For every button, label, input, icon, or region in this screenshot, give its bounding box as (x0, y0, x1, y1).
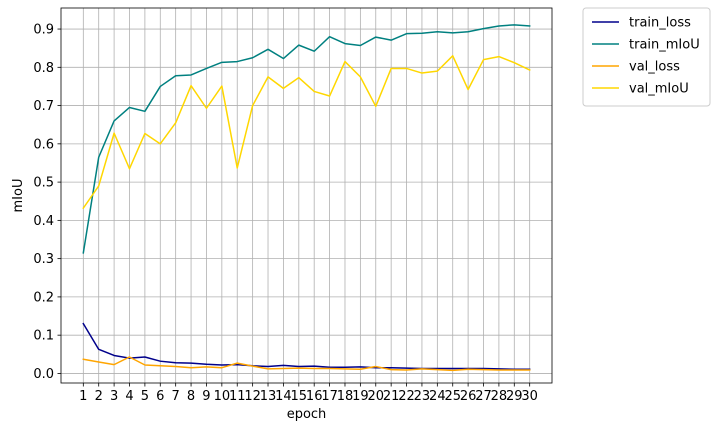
series-line-val-miou (82, 55, 531, 210)
x-tick-label: 8 (187, 389, 195, 404)
x-tick-label: 21 (383, 389, 400, 404)
legend-label: train_loss (629, 16, 691, 31)
y-tick-label: 0.1 (33, 329, 54, 344)
legend-label: val_mIoU (629, 82, 689, 97)
x-tick-label: 23 (414, 389, 431, 404)
x-tick-label: 17 (321, 389, 338, 404)
x-tick-label: 24 (429, 389, 446, 404)
y-tick-label: 0.2 (33, 290, 54, 305)
x-tick-label: 7 (172, 389, 180, 404)
x-tick-label: 15 (291, 389, 308, 404)
x-tick-label: 20 (367, 389, 384, 404)
x-axis-label: epoch (287, 407, 327, 422)
y-axis-ticks: 0.0 0.1 0.2 0.3 0.4 0.5 0.6 0.7 0.8 0.9 (33, 23, 61, 382)
y-tick-label: 0.0 (33, 367, 54, 382)
y-tick-label: 0.9 (33, 23, 54, 38)
y-tick-label: 0.3 (33, 252, 54, 267)
series-lines (82, 24, 531, 372)
grid-lines (61, 8, 552, 383)
x-tick-label: 22 (398, 389, 415, 404)
y-tick-label: 0.4 (33, 214, 54, 229)
legend-box (582, 7, 711, 107)
x-tick-label: 6 (156, 389, 164, 404)
series-line-train-miou (82, 24, 531, 254)
x-tick-label: 14 (275, 389, 292, 404)
y-tick-label: 0.5 (33, 176, 54, 191)
x-tick-label: 26 (460, 389, 477, 404)
x-tick-label: 12 (244, 389, 261, 404)
x-tick-label: 11 (229, 389, 246, 404)
y-axis-label: mIoU (11, 179, 26, 213)
x-tick-label: 28 (491, 389, 508, 404)
x-tick-label: 3 (110, 389, 118, 404)
x-tick-label: 25 (444, 389, 461, 404)
x-tick-label: 18 (337, 389, 354, 404)
y-tick-label: 0.8 (33, 61, 54, 76)
x-tick-label: 2 (95, 389, 103, 404)
plot-frame (60, 7, 553, 384)
x-tick-label: 9 (202, 389, 210, 404)
legend: train_loss train_mIoU val_loss val_mIoU (582, 7, 711, 107)
x-tick-label: 1 (79, 389, 87, 404)
y-tick-label: 0.6 (33, 137, 54, 152)
series-line-val-loss (82, 356, 531, 372)
x-tick-label: 19 (352, 389, 369, 404)
legend-label: val_loss (629, 60, 680, 75)
x-tick-label: 16 (306, 389, 323, 404)
series-line-train-loss (82, 322, 531, 370)
x-tick-label: 13 (260, 389, 277, 404)
y-tick-label: 0.7 (33, 99, 54, 114)
legend-label: train_mIoU (629, 38, 700, 53)
x-tick-label: 4 (125, 389, 133, 404)
x-tick-label: 29 (506, 389, 523, 404)
x-tick-label: 10 (214, 389, 231, 404)
x-tick-label: 5 (141, 389, 149, 404)
x-axis-ticks: 1 2 3 4 5 6 7 8 9 1011121314151617181920212223242… (79, 383, 538, 404)
x-tick-label: 27 (475, 389, 492, 404)
x-tick-label: 30 (521, 389, 538, 404)
